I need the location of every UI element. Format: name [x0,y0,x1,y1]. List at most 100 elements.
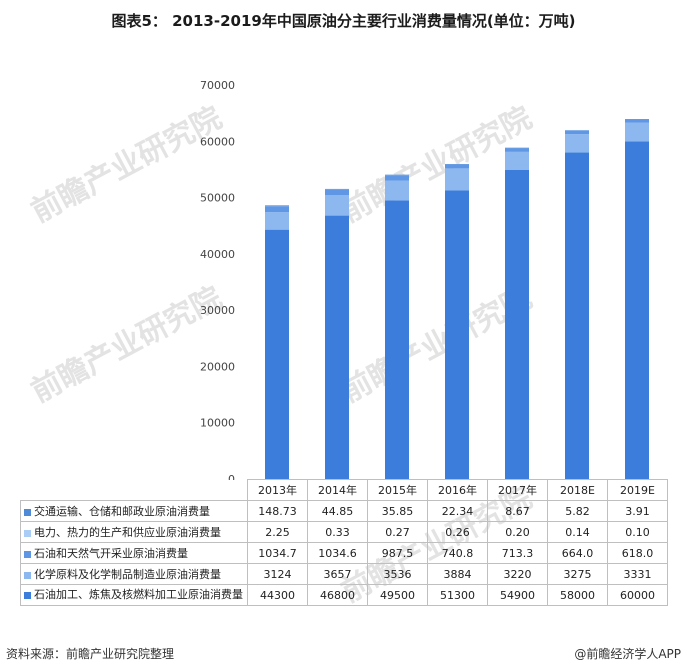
data-label: 713.3 [487,542,548,564]
legend-label: 石油加工、炼焦及核燃料加工业原油消费量 [34,588,243,601]
bar-segment [445,164,469,169]
data-label: 22.34 [427,500,488,522]
data-label: 3884 [427,563,488,585]
x-tick-label: 2013年 [247,479,308,501]
bar-segment [505,169,529,479]
data-label: 3.91 [607,500,668,522]
legend-swatch [24,508,31,516]
legend-entry: 石油加工、炼焦及核燃料加工业原油消费量 [20,584,248,606]
bar-segment [445,168,469,191]
bar-segment [265,229,289,479]
bar-segment [565,134,589,153]
x-tick-label: 2015年 [367,479,428,501]
table-row: 交通运输、仓储和邮政业原油消费量 148.73 44.85 35.85 22.34 8.6… [20,500,668,522]
legend-label: 交通运输、仓储和邮政业原油消费量 [34,505,210,518]
data-label: 51300 [427,584,488,606]
data-label: 664.0 [547,542,608,564]
data-label: 0.26 [427,521,488,543]
bar-segment [385,200,409,479]
bar-segment [565,130,589,135]
legend-swatch [24,529,31,537]
y-tick-label: 30000 [200,304,235,317]
data-label: 8.67 [487,500,548,522]
x-tick-label: 2018E [547,479,608,501]
legend-swatch [24,550,31,558]
table-row: 石油加工、炼焦及核燃料加工业原油消费量 44300 46800 49500 51300 5… [20,584,668,606]
data-label: 148.73 [247,500,308,522]
y-tick-label: 20000 [200,360,235,373]
bar-segment [385,180,409,201]
chart-title: 图表5： 2013-2019年中国原油分主要行业消费量情况(单位：万吨) [111,12,576,30]
bar-segment [625,119,649,123]
data-label: 58000 [547,584,608,606]
bar-segment [625,141,649,480]
data-label: 60000 [607,584,668,606]
x-tick-label: 2014年 [307,479,368,501]
data-label: 3220 [487,563,548,585]
data-label: 49500 [367,584,428,606]
legend-swatch [24,571,31,579]
y-tick-label: 40000 [200,248,235,261]
legend-label: 化学原料及化学制品制造业原油消费量 [34,568,221,581]
data-label: 1034.7 [247,542,308,564]
bar-segment [625,122,649,142]
data-label: 44.85 [307,500,368,522]
brand-note: @前瞻经济学人APP [574,647,681,661]
data-label: 0.14 [547,521,608,543]
y-tick-label: 70000 [200,79,235,92]
data-label: 44300 [247,584,308,606]
legend-label: 石油和天然气开采业原油消费量 [34,547,188,560]
data-label: 5.82 [547,500,608,522]
data-label: 740.8 [427,542,488,564]
chart-plot: 0 10000 20000 30000 40000 50000 60000 70000 [200,79,649,480]
table-row: 石油和天然气开采业原油消费量 1034.7 1034.6 987.5 740.8 713.… [20,542,668,564]
bar-segment [505,151,529,170]
y-tick-label: 60000 [200,135,235,148]
legend-entry: 化学原料及化学制品制造业原油消费量 [20,563,248,585]
data-label: 3536 [367,563,428,585]
bar-segment [325,189,349,195]
bars [265,119,649,480]
data-label: 3331 [607,563,668,585]
bar-segment [385,174,409,181]
legend-swatch [24,591,31,599]
data-label: 3124 [247,563,308,585]
data-label: 618.0 [607,542,668,564]
legend-entry: 电力、热力的生产和供应业原油消费量 [20,521,248,543]
x-tick-label: 2019E [607,479,668,501]
bar-segment [265,205,289,207]
data-table: 2013年 2014年 2015年 2016年 2017年 2018E 2019E 交通运输、… [20,479,668,606]
source-note: 资料来源：前瞻产业研究院整理 [6,647,175,661]
data-label: 987.5 [367,542,428,564]
bar-segment [325,215,349,479]
table-row: 电力、热力的生产和供应业原油消费量 2.25 0.33 0.27 0.26 0.20 0.1… [20,521,668,543]
bar-segment [325,194,349,216]
data-label: 3275 [547,563,608,585]
bar-segment [445,190,469,480]
data-label: 2.25 [247,521,308,543]
table-header-row: 2013年 2014年 2015年 2016年 2017年 2018E 2019E [20,479,668,501]
data-label: 0.27 [367,521,428,543]
y-tick-label: 10000 [200,417,235,430]
data-label: 54900 [487,584,548,606]
bar-segment [265,212,289,230]
bar-segment [505,147,529,152]
data-label: 0.10 [607,521,668,543]
bar-segment [565,152,589,480]
y-axis: 0 10000 20000 30000 40000 50000 60000 70000 [200,79,235,480]
y-tick-label: 0 [228,473,235,480]
table-row: 化学原料及化学制品制造业原油消费量 3124 3657 3536 3884 3220 327… [20,563,668,585]
data-label: 3657 [307,563,368,585]
legend-entry: 交通运输、仓储和邮政业原油消费量 [20,500,248,522]
bar-segment [265,206,289,213]
data-label: 46800 [307,584,368,606]
table-corner [20,479,248,501]
data-label: 0.20 [487,521,548,543]
data-label: 0.33 [307,521,368,543]
x-tick-label: 2017年 [487,479,548,501]
data-label: 35.85 [367,500,428,522]
x-tick-label: 2016年 [427,479,488,501]
y-tick-label: 50000 [200,192,235,205]
legend-entry: 石油和天然气开采业原油消费量 [20,542,248,564]
legend-label: 电力、热力的生产和供应业原油消费量 [34,526,221,539]
